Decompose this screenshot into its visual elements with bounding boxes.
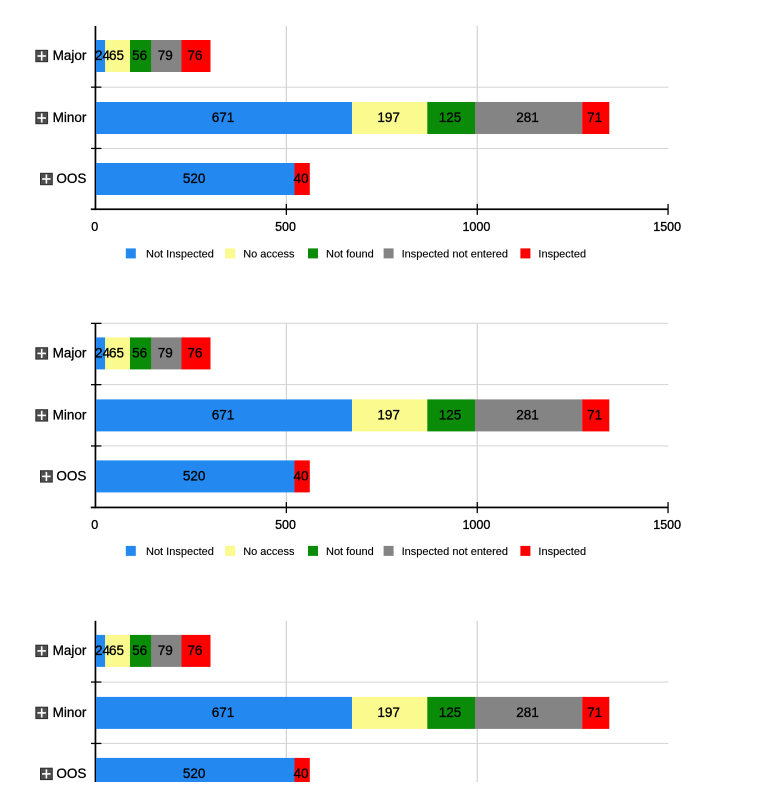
svg-text:Not found: Not found [326, 546, 374, 558]
svg-text:Minor: Minor [53, 407, 87, 422]
svg-text:Not Inspected: Not Inspected [146, 546, 214, 558]
svg-text:Inspected: Inspected [538, 546, 586, 558]
svg-text:65: 65 [109, 643, 124, 658]
svg-text:40: 40 [293, 766, 308, 781]
svg-text:281: 281 [516, 110, 539, 125]
svg-text:Major: Major [53, 643, 87, 658]
svg-text:OOS: OOS [56, 468, 86, 483]
svg-text:24: 24 [95, 48, 111, 63]
svg-text:197: 197 [377, 407, 400, 422]
svg-text:Inspected not entered: Inspected not entered [402, 546, 508, 558]
svg-text:No access: No access [243, 248, 295, 260]
svg-text:125: 125 [439, 407, 462, 422]
svg-text:281: 281 [516, 407, 539, 422]
svg-text:671: 671 [212, 110, 235, 125]
svg-text:520: 520 [183, 171, 206, 186]
svg-text:Minor: Minor [53, 705, 87, 720]
svg-text:79: 79 [158, 345, 173, 360]
svg-text:Major: Major [53, 48, 87, 63]
svg-text:197: 197 [377, 705, 400, 720]
svg-text:1500: 1500 [653, 518, 681, 532]
svg-text:OOS: OOS [56, 766, 86, 781]
svg-text:Inspected: Inspected [538, 248, 586, 260]
svg-text:65: 65 [109, 345, 124, 360]
svg-text:281: 281 [516, 705, 539, 720]
svg-text:500: 500 [275, 518, 296, 532]
svg-text:0: 0 [91, 220, 98, 234]
svg-text:40: 40 [293, 171, 308, 186]
svg-text:Not Inspected: Not Inspected [146, 248, 214, 260]
svg-text:Minor: Minor [53, 110, 87, 125]
svg-text:76: 76 [187, 345, 202, 360]
svg-text:76: 76 [187, 48, 202, 63]
svg-text:56: 56 [132, 643, 147, 658]
svg-text:500: 500 [275, 220, 296, 234]
svg-text:1500: 1500 [653, 220, 681, 234]
svg-text:671: 671 [212, 705, 235, 720]
svg-text:40: 40 [293, 468, 308, 483]
svg-text:71: 71 [587, 705, 602, 720]
svg-text:1000: 1000 [462, 220, 490, 234]
svg-text:24: 24 [95, 643, 111, 658]
svg-text:OOS: OOS [56, 171, 86, 186]
svg-text:197: 197 [377, 110, 400, 125]
svg-text:520: 520 [183, 468, 206, 483]
svg-text:Inspected not entered: Inspected not entered [402, 248, 508, 260]
svg-text:71: 71 [587, 110, 602, 125]
svg-text:125: 125 [439, 705, 462, 720]
svg-text:71: 71 [587, 407, 602, 422]
svg-text:1000: 1000 [462, 518, 490, 532]
svg-text:79: 79 [158, 643, 173, 658]
svg-text:520: 520 [183, 766, 206, 781]
svg-text:Not found: Not found [326, 248, 374, 260]
svg-text:79: 79 [158, 48, 173, 63]
svg-text:No access: No access [243, 546, 295, 558]
svg-text:65: 65 [109, 48, 124, 63]
svg-text:76: 76 [187, 643, 202, 658]
svg-text:0: 0 [91, 518, 98, 532]
svg-text:24: 24 [95, 345, 111, 360]
svg-text:Major: Major [53, 345, 87, 360]
svg-text:56: 56 [132, 48, 147, 63]
svg-text:56: 56 [132, 345, 147, 360]
svg-text:671: 671 [212, 407, 235, 422]
svg-text:125: 125 [439, 110, 462, 125]
